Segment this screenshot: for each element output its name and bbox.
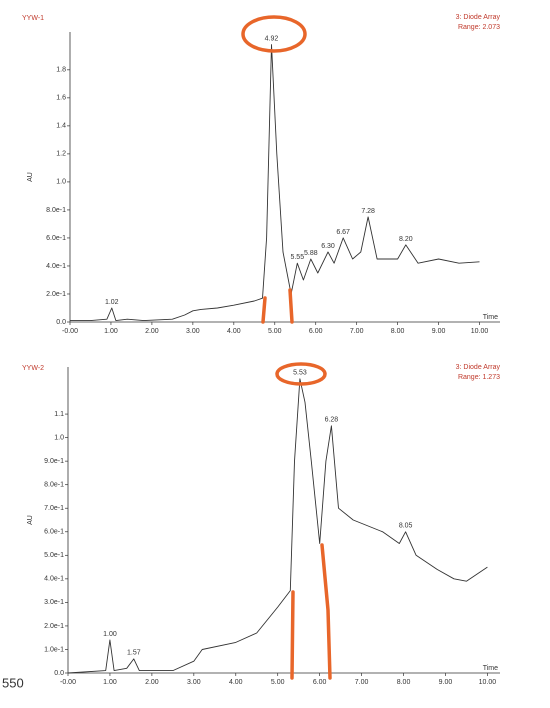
x-tick-label: 10.00	[471, 328, 489, 335]
x-tick-label: 2.00	[145, 679, 159, 686]
x-tick-label: 8.00	[397, 679, 411, 686]
stroke	[261, 296, 267, 324]
x-tick-label: 2.00	[145, 328, 159, 335]
y-tick-label: 7.0e-1	[44, 505, 64, 512]
y-tick-label: 4.0e-1	[46, 263, 66, 270]
trace	[67, 378, 488, 674]
y-tick-label: 1.2	[56, 151, 66, 158]
x-tick-label: 9.00	[432, 328, 446, 335]
range-label: Range: 2.073	[458, 24, 500, 31]
peak-label: 8.05	[399, 523, 413, 530]
y-tick-label: 0.0	[54, 670, 64, 677]
peak-label: 6.28	[325, 417, 339, 424]
y-tick-label: 2.0e-1	[46, 291, 66, 298]
peak-label: 5.88	[304, 250, 318, 257]
x-tick-label: 5.00	[268, 328, 282, 335]
peak-label: 8.20	[399, 236, 413, 243]
y-tick-label: 6.0e-1	[44, 529, 64, 536]
stroke	[288, 288, 294, 324]
stroke	[320, 543, 332, 680]
circle	[275, 362, 327, 386]
y-tick-label: 6.0e-1	[46, 235, 66, 242]
y-axis-label: AU	[27, 172, 34, 182]
x-tick-label: 7.00	[350, 328, 364, 335]
peak-label: 5.53	[293, 370, 307, 377]
x-tick-label: 4.00	[229, 679, 243, 686]
chart-title: YYW-1	[22, 15, 44, 22]
y-tick-label: 1.8	[56, 67, 66, 74]
x-tick-label: 6.00	[313, 679, 327, 686]
y-tick-label: 4.0e-1	[44, 576, 64, 583]
peak-label: 5.55	[290, 254, 304, 261]
x-tick-label: 1.00	[103, 679, 117, 686]
page-label: 550	[2, 675, 24, 690]
y-tick-label: 5.0e-1	[44, 552, 64, 559]
x-tick-label: 6.00	[309, 328, 323, 335]
y-tick-label: 1.4	[56, 123, 66, 130]
peak-label: 4.92	[265, 35, 279, 42]
x-axis-label: Time	[483, 665, 498, 672]
y-tick-label: 1.0e-1	[44, 646, 64, 653]
x-tick-label: 1.00	[104, 328, 118, 335]
peak-label: 6.30	[321, 243, 335, 250]
peak-label: 1.57	[127, 650, 141, 657]
y-tick-label: 2.0e-1	[44, 623, 64, 630]
y-tick-label: 1.0	[54, 434, 64, 441]
y-tick-label: 0.0	[56, 319, 66, 326]
hand-annotations	[241, 15, 332, 680]
range-label: Range: 1.273	[458, 374, 500, 381]
peak-label: 6.67	[336, 229, 350, 236]
peak-label: 7.28	[361, 208, 375, 215]
x-axis-label: Time	[483, 314, 498, 321]
y-tick-label: 8.0e-1	[46, 207, 66, 214]
x-tick-label: 5.00	[271, 679, 285, 686]
stroke	[290, 590, 295, 680]
x-tick-label: -0.00	[62, 328, 78, 335]
peak-label: 1.00	[103, 631, 117, 638]
x-tick-label: 3.00	[186, 328, 200, 335]
trace	[70, 44, 480, 322]
chart-subtitle: 3: Diode Array	[456, 14, 501, 21]
y-tick-label: 1.0	[56, 179, 66, 186]
y-tick-label: 3.0e-1	[44, 599, 64, 606]
y-tick-label: 1.1	[54, 411, 64, 418]
x-tick-label: 7.00	[355, 679, 369, 686]
x-tick-label: 3.00	[187, 679, 201, 686]
chart-title: YYW-2	[22, 365, 44, 372]
x-tick-label: 9.00	[439, 679, 453, 686]
y-axis-label: AU	[27, 515, 34, 525]
y-tick-label: 1.6	[56, 95, 66, 102]
circle	[241, 15, 307, 53]
y-tick-label: 8.0e-1	[44, 482, 64, 489]
x-tick-label: 10.00	[479, 679, 497, 686]
x-tick-label: -0.00	[60, 679, 76, 686]
x-tick-label: 8.00	[391, 328, 405, 335]
peak-label: 1.02	[105, 299, 119, 306]
chart-subtitle: 3: Diode Array	[456, 364, 501, 371]
x-tick-label: 4.00	[227, 328, 241, 335]
y-tick-label: 9.0e-1	[44, 458, 64, 465]
